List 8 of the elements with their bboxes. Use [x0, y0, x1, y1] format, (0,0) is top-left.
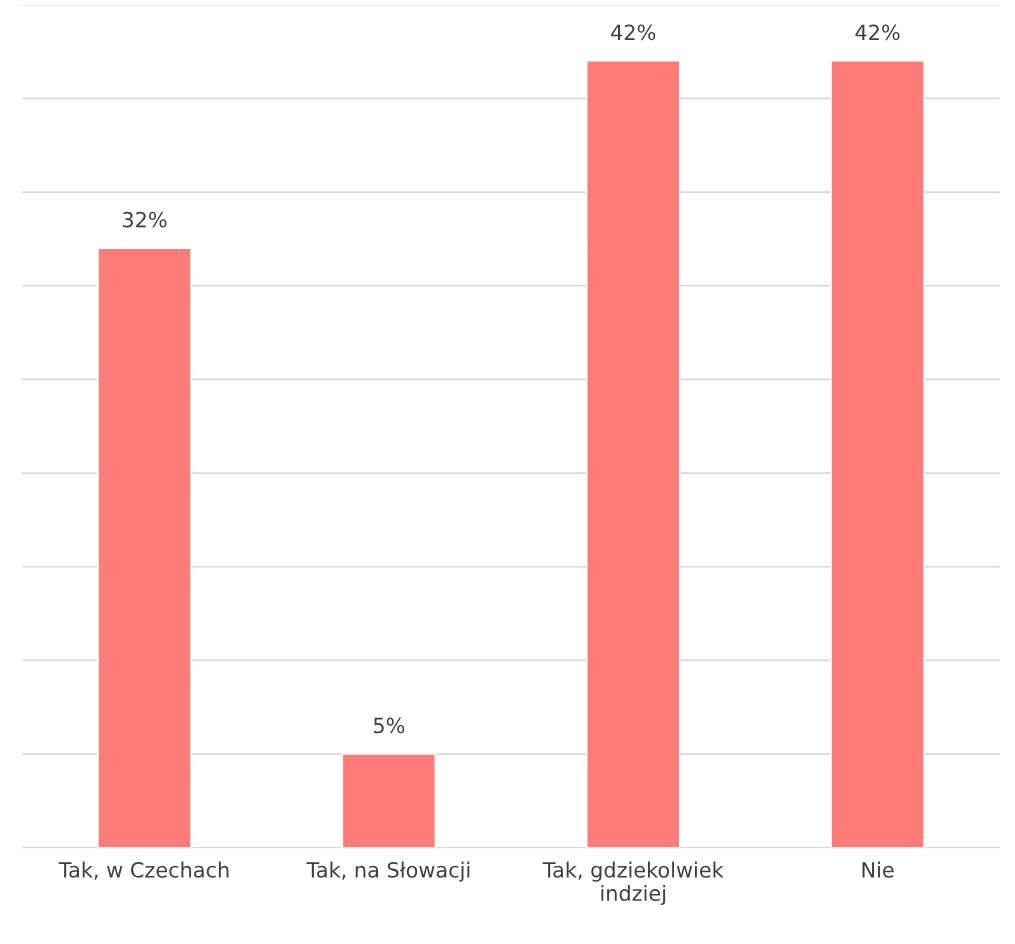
x-tick-label: Tak, gdziekolwiek indziej — [542, 861, 724, 906]
data-label: 32% — [122, 211, 167, 228]
x-tick-label: Nie — [862, 861, 894, 878]
data-label: 42% — [855, 24, 900, 41]
x-tick-label: Tak, na Słowacji — [306, 861, 470, 882]
data-label: 42% — [611, 24, 656, 41]
data-label: 5% — [373, 717, 405, 734]
x-tick-label: Tak, w Czechach — [58, 861, 229, 880]
